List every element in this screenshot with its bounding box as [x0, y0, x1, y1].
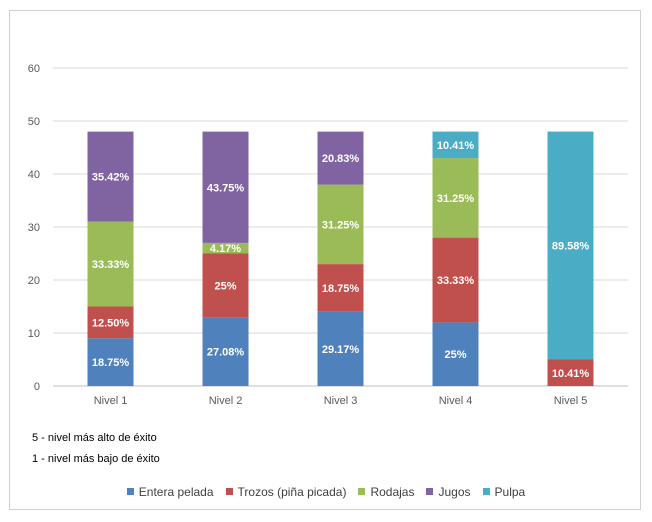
legend-swatch: [358, 488, 366, 495]
x-tick-label: Nivel 3: [324, 395, 358, 407]
data-label: 27.08%: [207, 347, 245, 359]
legend-label: Jugos: [438, 484, 471, 499]
bar-segment: [87, 221, 134, 307]
bar-segment: [432, 322, 479, 386]
legend-label: Rodajas: [370, 484, 415, 499]
bar-segment: [317, 131, 364, 185]
legend-item: Jugos: [426, 484, 471, 499]
data-label: 4.17%: [210, 243, 241, 255]
data-label: 31.25%: [322, 219, 360, 231]
legend-swatch: [126, 488, 134, 495]
data-label: 33.33%: [92, 259, 130, 271]
data-label: 35.42%: [92, 172, 130, 184]
data-label: 43.75%: [207, 182, 245, 194]
note-lowest-level: 1 - nivel más bajo de éxito: [32, 453, 160, 465]
legend-item: Trozos (piña picada): [225, 484, 347, 499]
y-tick-label: 0: [34, 381, 40, 393]
bar-segment: [547, 131, 594, 360]
bar-segment: [202, 317, 249, 386]
legend-label: Pulpa: [494, 484, 526, 499]
x-tick-label: Nivel 5: [554, 395, 588, 407]
data-label: 18.75%: [322, 283, 360, 295]
x-tick-label: Nivel 1: [94, 395, 128, 407]
data-label: 10.41%: [437, 140, 475, 152]
bar-segment: [202, 242, 249, 254]
data-label: 12.50%: [92, 317, 130, 329]
data-label: 20.83%: [322, 153, 360, 165]
y-tick-label: 20: [28, 275, 40, 287]
legend-label: Entera pelada: [138, 484, 214, 499]
legend-swatch: [482, 488, 490, 495]
x-tick-label: Nivel 2: [209, 395, 243, 407]
bar-segment: [202, 253, 249, 318]
y-tick-label: 30: [28, 222, 40, 234]
y-tick-label: 50: [28, 116, 40, 128]
x-tick-label: Nivel 4: [439, 395, 473, 407]
legend-swatch: [426, 488, 434, 495]
bar-segment: [547, 359, 594, 386]
y-tick-label: 40: [28, 169, 40, 181]
bar-segment: [317, 311, 364, 386]
data-label: 29.17%: [322, 344, 360, 356]
bar-segment: [317, 264, 364, 312]
bar-segment: [432, 131, 479, 159]
data-label: 18.75%: [92, 357, 130, 369]
legend-item: Rodajas: [358, 485, 414, 499]
data-label: 89.58%: [552, 241, 590, 253]
legend-label: Trozos (piña picada): [237, 484, 347, 499]
data-label: 31.25%: [437, 193, 475, 205]
note-highest-level: 5 - nivel más alto de éxito: [32, 432, 157, 444]
y-tick-label: 10: [28, 328, 40, 340]
legend: Entera pelada Trozos (piña picada) Rodajas…: [0, 484, 652, 499]
bar-segment: [87, 338, 134, 386]
legend-item: Entera pelada: [126, 484, 214, 499]
data-label: 25%: [444, 349, 466, 361]
bar-segment: [317, 184, 364, 265]
data-label: 33.33%: [437, 275, 475, 287]
data-label: 10.41%: [552, 368, 590, 380]
y-tick-label: 60: [28, 63, 40, 75]
bar-segment: [432, 158, 479, 238]
bar-segment: [432, 237, 479, 323]
bar-segment: [87, 131, 134, 222]
legend-swatch: [225, 488, 233, 495]
bar-segment: [87, 306, 134, 339]
legend-item: Pulpa: [482, 484, 526, 499]
bar-segment: [202, 131, 249, 243]
data-label: 25%: [214, 280, 236, 292]
